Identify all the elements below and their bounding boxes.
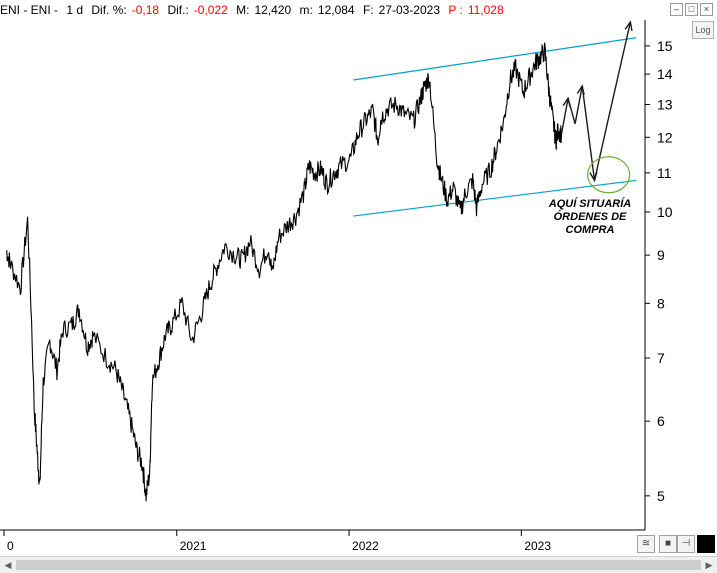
buy-zone-circle [587,156,631,194]
dif-pct-label: Dif. %: [91,3,127,17]
fit-view-icon[interactable]: ≋ [637,535,655,553]
buy-orders-annotation: ÓRDENES DE [554,210,627,223]
quote-info-bar: ENI - ENI - 1 d Dif. %: -0,18 Dif.: -0,022… [0,0,717,20]
min-value: 12,084 [317,3,355,17]
projection-arrowhead [624,20,633,31]
date-value: 27-03-2023 [378,3,440,17]
close-icon[interactable]: × [700,3,713,16]
y-tick-label: 14 [657,66,673,82]
chart-axes: 5 6 7 8 9 10 11 12 13 14 15 0 2021 2022 2023 [0,20,673,553]
horizontal-scrollbar[interactable]: ◀ ▶ [0,556,717,573]
dif-pct-value: -0,18 [131,3,160,17]
minimize-icon[interactable]: – [670,3,683,16]
price-value: 11,028 [467,3,504,17]
price-series-line [6,42,563,502]
x-tick-label: 2023 [524,539,551,553]
save-icon[interactable]: ■ [659,535,677,553]
pin-icon[interactable]: ⊣ [677,535,695,553]
color-swatch-icon[interactable] [697,535,715,553]
y-tick-label: 12 [657,129,673,145]
x-tick-label: 2021 [180,539,207,553]
x-tick-label: 2022 [352,539,379,553]
date-label: F: [362,3,374,17]
max-value: 12,420 [254,3,292,17]
y-tick-label: 9 [657,247,665,263]
buy-orders-annotation: COMPRA [566,224,615,236]
dif-value: -0,022 [193,3,228,17]
symbol-label: ENI - ENI - [0,3,59,17]
projection-arrowhead [589,171,598,183]
restore-icon[interactable]: □ [685,3,698,16]
scroll-thumb[interactable] [16,560,701,570]
y-tick-label: 10 [657,204,673,220]
projection-arrowhead [576,84,585,95]
y-tick-label: 6 [657,413,665,429]
log-scale-toggle[interactable]: Log [692,21,714,39]
y-tick-label: 7 [657,350,665,366]
projection-arrowhead [562,96,571,108]
upper-channel-line [353,37,637,81]
price-label: P : [448,3,463,17]
y-tick-label: 15 [657,38,673,54]
min-label: m: [299,3,313,17]
buy-orders-annotation: AQUÍ SITUARÍA [548,197,632,210]
x-tick-label: 0 [7,539,14,553]
trend-channel [353,37,637,217]
price-chart[interactable]: 5 6 7 8 9 10 11 12 13 14 15 0 2021 2022 2023 AQUÍ SITU… [0,0,717,556]
y-tick-label: 5 [657,488,665,504]
max-label: M: [236,3,250,17]
period-label: 1 d [66,3,84,17]
projection-line [560,21,632,181]
window-controls: – □ × [670,3,713,16]
dif-label: Dif.: [167,3,189,17]
scroll-right-icon[interactable]: ▶ [705,560,713,570]
y-tick-label: 11 [657,165,672,181]
y-tick-label: 8 [657,295,665,311]
y-tick-label: 13 [657,96,673,112]
lower-channel-line [353,179,637,217]
scroll-left-icon[interactable]: ◀ [4,560,12,570]
